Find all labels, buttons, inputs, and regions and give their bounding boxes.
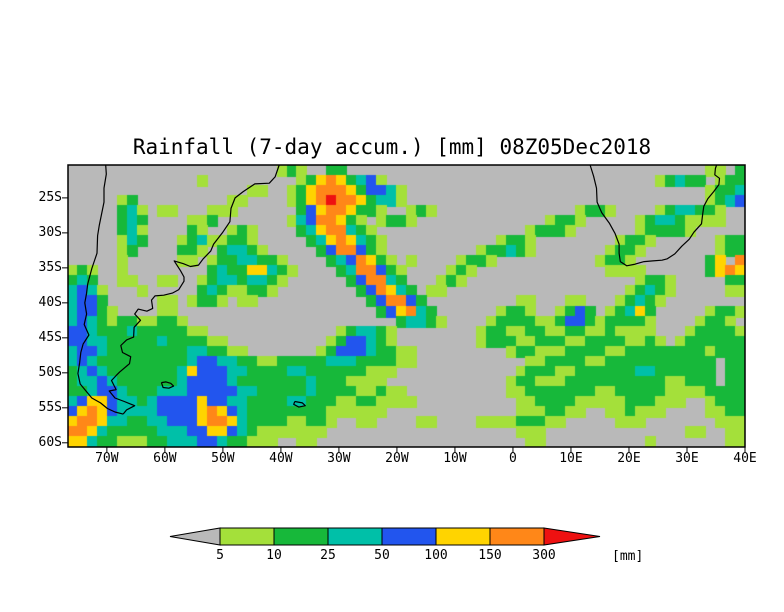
y-tick-label-35S: 35S <box>38 259 62 275</box>
x-tick-label-10W: 10W <box>443 451 467 466</box>
coastline-africa <box>589 164 721 267</box>
colorbar-tick-label-10: 10 <box>266 548 282 563</box>
colorbar-segment-50-100 <box>381 527 437 546</box>
colorbar-tick-label-300: 300 <box>532 548 556 563</box>
coastline-south-georgia <box>293 400 306 408</box>
y-tick-label-45S: 45S <box>38 329 62 345</box>
y-tick-label-60S: 60S <box>38 434 62 450</box>
x-tick-label-30W: 30W <box>327 451 351 466</box>
y-tick-label-50S: 50S <box>38 364 62 380</box>
chart-title: Rainfall (7-day accum.) [mm] 08Z05Dec201… <box>132 135 652 159</box>
colorbar-tick-label-100: 100 <box>424 548 448 563</box>
colorbar-segment-gt300 <box>543 527 601 546</box>
coastline-falkland-islands <box>160 381 175 389</box>
x-tick-label-30E: 30E <box>675 451 699 466</box>
colorbar-segment-150-300 <box>489 527 545 546</box>
colorbar-units-label: [mm] <box>612 549 644 564</box>
y-tick-label-40S: 40S <box>38 294 62 310</box>
colorbar-segment-lt5 <box>169 527 221 546</box>
coastline-south-america-east <box>108 164 280 415</box>
x-tick-label-0: 0 <box>509 451 517 466</box>
colorbar-tick-label-25: 25 <box>320 548 336 563</box>
x-tick-label-20W: 20W <box>385 451 409 466</box>
x-tick-label-50W: 50W <box>211 451 235 466</box>
x-tick-label-40W: 40W <box>269 451 293 466</box>
x-tick-label-40E: 40E <box>733 451 757 466</box>
y-tick-label-30S: 30S <box>38 224 62 240</box>
colorbar-tick-label-150: 150 <box>478 548 502 563</box>
coastline-south-america-west <box>77 164 124 415</box>
colorbar-segment-5-10 <box>219 527 275 546</box>
rainfall-field-canvas <box>68 165 745 447</box>
colorbar-segment-10-25 <box>273 527 329 546</box>
colorbar-segment-25-50 <box>327 527 383 546</box>
colorbar-tick-label-5: 5 <box>216 548 224 563</box>
y-tick-label-25S: 25S <box>38 189 62 205</box>
y-tick-label-55S: 55S <box>38 399 62 415</box>
colorbar-segment-100-150 <box>435 527 491 546</box>
x-tick-label-20E: 20E <box>617 451 641 466</box>
x-tick-label-60W: 60W <box>153 451 177 466</box>
plot-border <box>67 164 746 448</box>
x-tick-label-10E: 10E <box>559 451 583 466</box>
colorbar-tick-label-50: 50 <box>374 548 390 563</box>
x-tick-label-70W: 70W <box>95 451 119 466</box>
